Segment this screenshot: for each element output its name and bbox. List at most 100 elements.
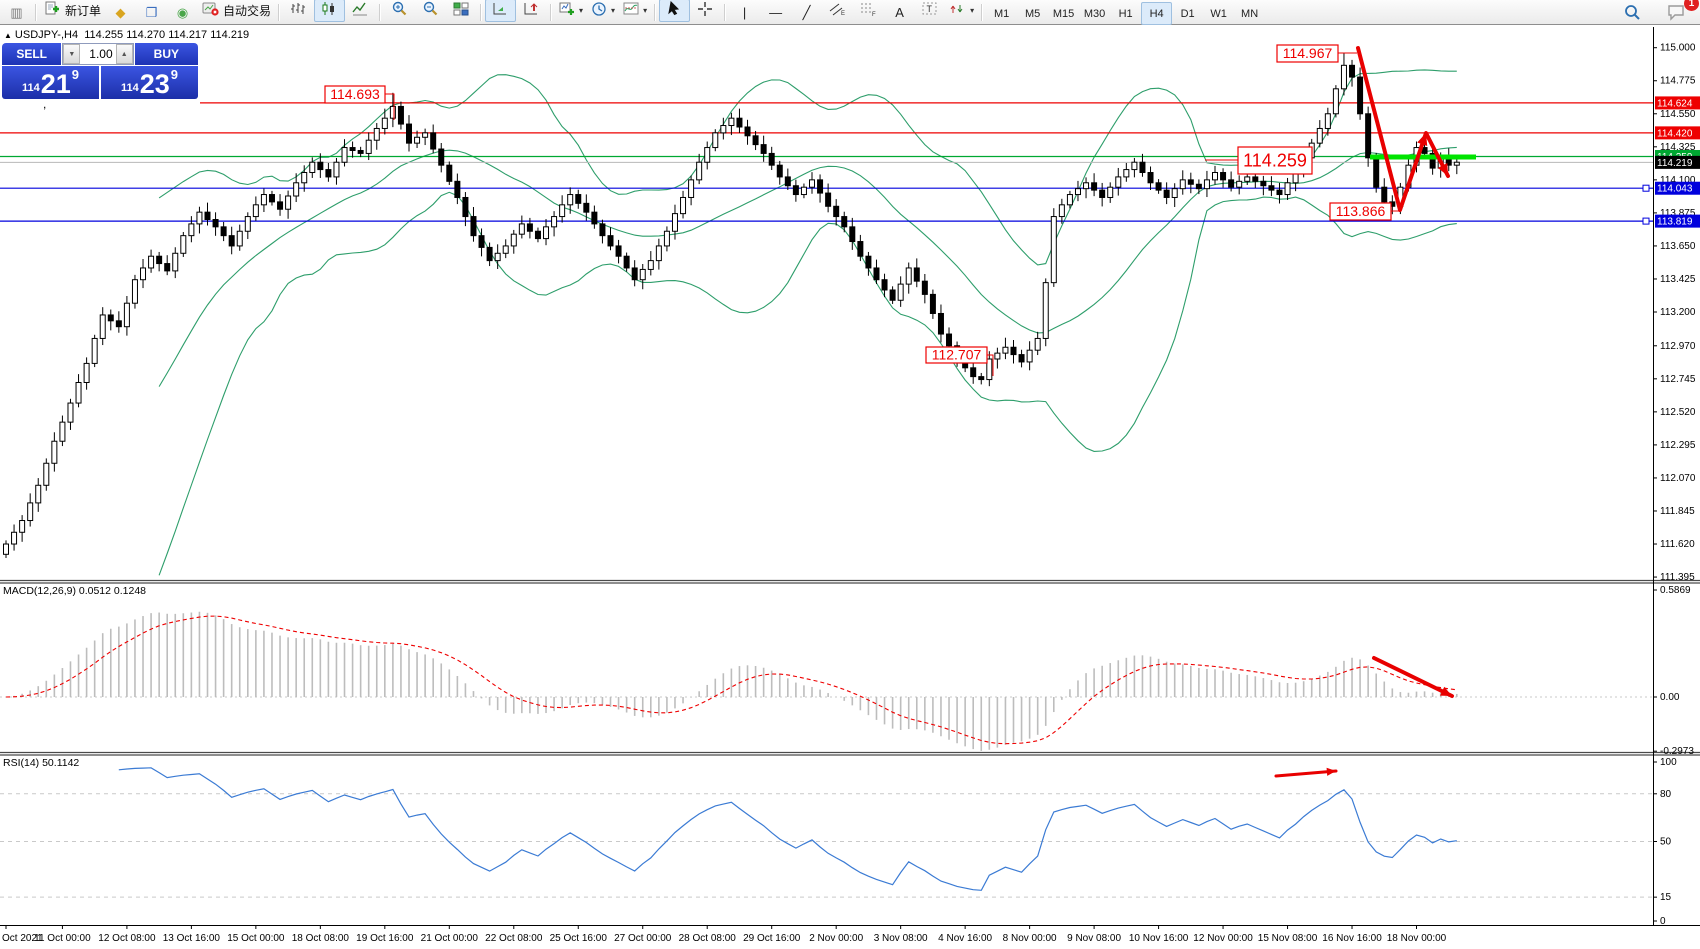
price-annotation-114.693[interactable]: 114.693 xyxy=(324,85,395,120)
equidistant-channel-button[interactable]: E xyxy=(822,0,853,22)
arrows-menu-caret-icon: ▾ xyxy=(970,5,975,15)
bar-chart-button[interactable] xyxy=(283,0,314,22)
toolbar-separator xyxy=(278,3,281,21)
vertical-line-button[interactable]: | xyxy=(729,1,760,24)
line-chart-icon xyxy=(352,1,369,20)
text-button[interactable]: A xyxy=(884,1,915,24)
toolbar-separator xyxy=(35,3,37,21)
price-badge-114.624 xyxy=(1655,96,1700,110)
periods-menu-button[interactable]: ▾ xyxy=(587,0,619,22)
timeframe-w1-button[interactable]: W1 xyxy=(1210,7,1227,20)
rsi-label: RSI(14) 50.1142 xyxy=(3,757,79,769)
zoom-out-icon xyxy=(422,1,439,20)
tile-windows-button[interactable] xyxy=(446,0,477,22)
trendline-icon: ╱ xyxy=(802,4,811,20)
new-chart-partial-button[interactable]: ▥ xyxy=(1,1,32,24)
svg-text:112.520: 112.520 xyxy=(1660,407,1696,418)
hline-handle[interactable] xyxy=(1642,217,1650,225)
notification-badge[interactable]: 1 xyxy=(1684,0,1699,11)
macd-panel xyxy=(0,611,1653,751)
buy-price[interactable]: 114 23 9 xyxy=(101,66,198,99)
fibonacci-button[interactable]: F xyxy=(853,0,884,22)
signals-button[interactable]: ◉ xyxy=(167,1,198,24)
price-annotation-114.259[interactable]: 114.259 xyxy=(1205,146,1313,175)
chart-shift-button[interactable] xyxy=(516,0,547,22)
fibonacci-icon: F xyxy=(860,1,877,20)
timeframe-h4-button[interactable]: H4 xyxy=(1141,2,1173,26)
svg-text:12 Oct 08:00: 12 Oct 08:00 xyxy=(98,933,156,944)
buy-button[interactable]: BUY xyxy=(134,43,198,65)
trendline-button[interactable]: ╱ xyxy=(791,1,822,24)
new-order-button[interactable]: 新订单 xyxy=(40,0,105,22)
timeframe-m1-button[interactable]: M1 xyxy=(993,7,1010,20)
timeframe-d1-button[interactable]: D1 xyxy=(1180,7,1195,20)
svg-text:114.325: 114.325 xyxy=(1660,142,1696,153)
svg-text:28 Oct 08:00: 28 Oct 08:00 xyxy=(679,933,737,944)
svg-text:0.00: 0.00 xyxy=(1660,692,1680,703)
periods-menu-icon xyxy=(591,1,608,20)
svg-text:113.200: 113.200 xyxy=(1660,307,1696,318)
notifications-icon[interactable]: 1 xyxy=(1661,0,1699,24)
zoom-out-button[interactable] xyxy=(415,0,446,22)
svg-text:112.970: 112.970 xyxy=(1660,341,1696,352)
text-label-button[interactable]: T xyxy=(915,0,946,22)
price-annotation-114.967[interactable]: 114.967 xyxy=(1276,44,1357,63)
templates-menu-caret-icon: ▾ xyxy=(643,5,648,15)
timeframe-m15-button[interactable]: M15 xyxy=(1052,7,1075,20)
macd-signal-line xyxy=(5,615,1457,745)
svg-text:Oct 2021: Oct 2021 xyxy=(2,933,43,944)
price-annotation-113.866[interactable]: 113.866 xyxy=(1329,202,1399,221)
quotes-button[interactable]: ◆ xyxy=(105,1,136,24)
svg-text:15 Nov 08:00: 15 Nov 08:00 xyxy=(1258,933,1318,944)
autotrading-button[interactable]: 自动交易 xyxy=(198,0,275,22)
svg-text:18 Nov 00:00: 18 Nov 00:00 xyxy=(1387,933,1447,944)
chart-marker-icon: ▲ xyxy=(4,31,12,40)
toolbar-separator xyxy=(724,3,727,21)
price-badge-114.219 xyxy=(1655,155,1700,169)
timeframe-m30-button[interactable]: M30 xyxy=(1083,7,1106,20)
horizontal-line-button[interactable]: — xyxy=(760,1,791,24)
sell-button[interactable]: SELL xyxy=(2,43,62,65)
timeframe-h1-button[interactable]: H1 xyxy=(1118,7,1133,20)
volume-increase-button[interactable]: ▲ xyxy=(115,44,133,64)
svg-text:80: 80 xyxy=(1660,789,1672,800)
crosshair-button[interactable] xyxy=(690,0,721,22)
drawn-rsi-arrow[interactable] xyxy=(1274,767,1338,778)
timeframe-m5-button[interactable]: M5 xyxy=(1024,7,1041,20)
arrows-menu-button[interactable]: ▾ xyxy=(946,0,978,22)
svg-text:113.650: 113.650 xyxy=(1660,241,1696,252)
sell-price[interactable]: 114 21 9 xyxy=(2,66,99,99)
new-chart-menu-button[interactable]: ▾ xyxy=(555,0,587,22)
templates-menu-button[interactable]: ▾ xyxy=(619,0,651,22)
volume-decrease-button[interactable]: ▼ xyxy=(63,44,81,64)
timeframe-mn-button[interactable]: MN xyxy=(1241,7,1259,20)
svg-text:114.624: 114.624 xyxy=(1657,98,1693,109)
chart-title-bar: ▲ USDJPY-,H4 114.255 114.270 114.217 114.… xyxy=(4,29,249,41)
svg-text:114.219: 114.219 xyxy=(1657,158,1693,169)
svg-text:18 Oct 08:00: 18 Oct 08:00 xyxy=(292,933,350,944)
hline-handle[interactable] xyxy=(1642,184,1650,192)
toolbar-separator xyxy=(981,3,984,21)
line-chart-button[interactable] xyxy=(345,0,376,22)
drawn-zigzag-arrow[interactable] xyxy=(1356,46,1450,212)
volume-input[interactable]: 1.00 xyxy=(89,47,113,61)
candlestick-chart-button[interactable] xyxy=(314,0,346,22)
svg-text:16 Nov 16:00: 16 Nov 16:00 xyxy=(1322,933,1382,944)
drawn-macd-arrow[interactable] xyxy=(1372,656,1454,698)
ohlc-values: 114.255 114.270 114.217 114.219 xyxy=(84,29,250,41)
cursor-button[interactable] xyxy=(659,0,691,22)
zoom-in-button[interactable] xyxy=(384,0,415,22)
price-badge-113.819 xyxy=(1655,214,1700,228)
auto-scroll-button[interactable] xyxy=(485,0,517,22)
crosshair-icon xyxy=(697,1,714,20)
macd-label: MACD(12,26,9) 0.0512 0.1248 xyxy=(3,585,146,597)
search-icon[interactable] xyxy=(1616,1,1647,24)
price-annotation-112.707[interactable]: 112.707 xyxy=(925,346,994,376)
price-axis[interactable]: 115.000 114.775 114.550 114.325 114.100 113.8… xyxy=(1653,43,1700,927)
chart-shift-icon xyxy=(523,1,540,20)
data-window-button[interactable]: ❐ xyxy=(136,1,167,24)
svg-text:-0.2973: -0.2973 xyxy=(1660,746,1694,757)
svg-text:29 Oct 16:00: 29 Oct 16:00 xyxy=(743,933,801,944)
